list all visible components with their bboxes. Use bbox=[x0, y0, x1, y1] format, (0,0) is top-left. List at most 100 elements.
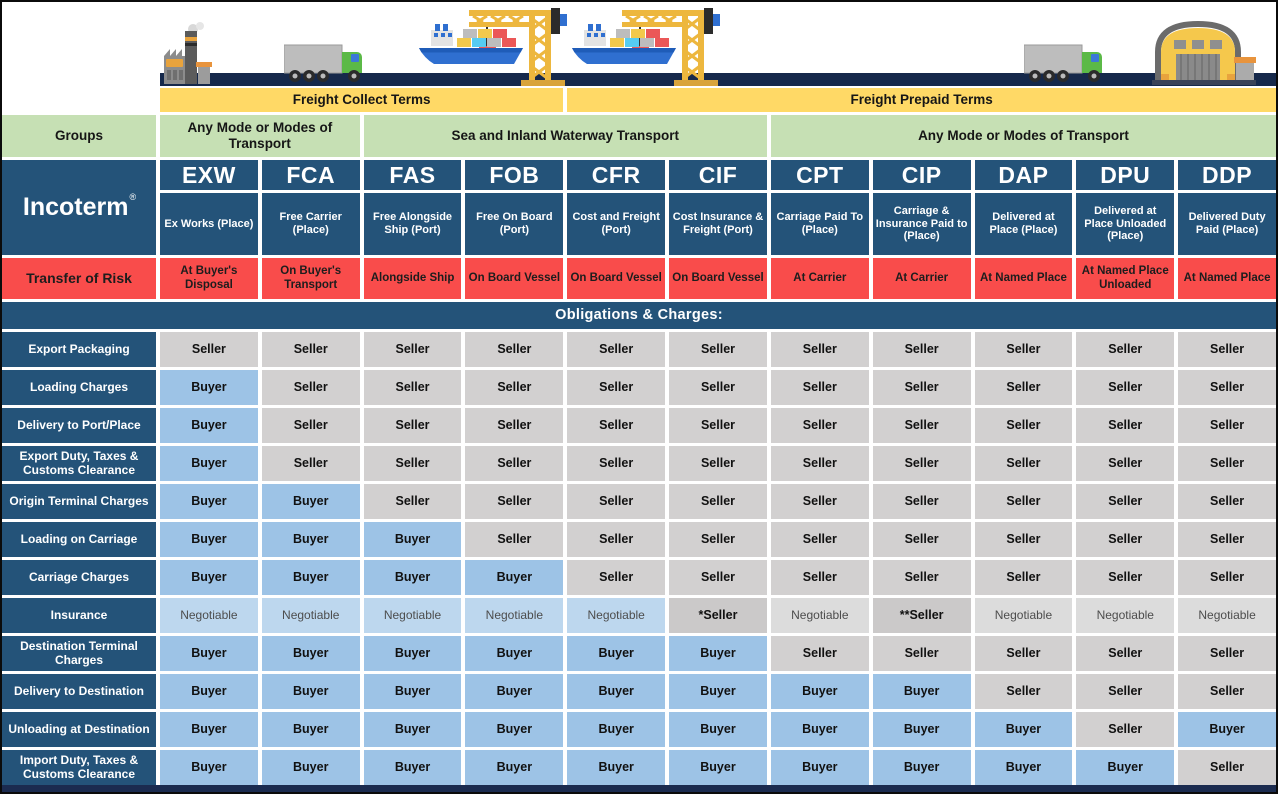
obligation-cell-FCA: Buyer bbox=[261, 560, 360, 595]
incoterm-code-CFR: CFR bbox=[567, 160, 666, 190]
incoterm-code-FCA: FCA bbox=[261, 160, 360, 190]
obligation-cell-DPU: Seller bbox=[1076, 560, 1175, 595]
obligation-cell-FAS: Seller bbox=[363, 446, 462, 481]
obligation-cell-FAS: Seller bbox=[363, 484, 462, 519]
obligation-cell-CIF: *Seller bbox=[669, 598, 767, 633]
obligation-cell-FOB: Buyer bbox=[465, 636, 564, 671]
risk-cell-CIF: On Board Vessel bbox=[669, 258, 767, 299]
obligation-cell-CPT: Seller bbox=[770, 636, 869, 671]
obligation-cell-DPU: Negotiable bbox=[1076, 598, 1175, 633]
cargo-ship-crane-icon bbox=[419, 8, 567, 86]
row-label: Loading Charges bbox=[2, 370, 156, 405]
obligation-cell-EXW: Buyer bbox=[160, 712, 258, 747]
obligation-cell-CFR: Seller bbox=[567, 560, 666, 595]
truck-icon bbox=[1024, 44, 1102, 82]
registered-trademark-icon: ® bbox=[129, 192, 137, 203]
incoterm-code-CPT: CPT bbox=[770, 160, 869, 190]
obligation-cell-CPT: Buyer bbox=[770, 674, 869, 709]
obligation-cell-CIF: Seller bbox=[669, 446, 767, 481]
incoterm-name-FAS: Free Alongside Ship (Port) bbox=[363, 193, 462, 255]
factory-icon bbox=[164, 22, 212, 84]
obligation-cell-DPU: Buyer bbox=[1076, 750, 1175, 785]
obligation-cell-CIP: Buyer bbox=[872, 750, 971, 785]
obligation-cell-DAP: Seller bbox=[974, 636, 1073, 671]
obligation-cell-DAP: Seller bbox=[974, 332, 1073, 367]
obligation-cell-CIP: **Seller bbox=[872, 598, 971, 633]
obligation-cell-EXW: Buyer bbox=[160, 674, 258, 709]
obligation-cell-FCA: Seller bbox=[261, 332, 360, 367]
obligation-cell-FCA: Buyer bbox=[261, 484, 360, 519]
incoterm-name-DPU: Delivered at Place Unloaded (Place) bbox=[1076, 193, 1175, 255]
obligation-cell-EXW: Buyer bbox=[160, 750, 258, 785]
illustration-strip bbox=[2, 2, 1276, 88]
row-label: Export Packaging bbox=[2, 332, 156, 367]
row-label: Unloading at Destination bbox=[2, 712, 156, 747]
obligation-cell-FAS: Buyer bbox=[363, 636, 462, 671]
cargo-ship-crane-icon bbox=[572, 8, 720, 86]
obligation-cell-DPU: Seller bbox=[1076, 446, 1175, 481]
risk-cell-CIP: At Carrier bbox=[872, 258, 971, 299]
obligation-cell-FAS: Seller bbox=[363, 408, 462, 443]
incoterm-name-DAP: Delivered at Place (Place) bbox=[974, 193, 1073, 255]
row-label: Insurance bbox=[2, 598, 156, 633]
incoterm-code-CIP: CIP bbox=[872, 160, 971, 190]
obligation-cell-CIP: Seller bbox=[872, 446, 971, 481]
obligation-cell-DPU: Seller bbox=[1076, 674, 1175, 709]
risk-cell-FAS: Alongside Ship bbox=[363, 258, 462, 299]
risk-cell-FOB: On Board Vessel bbox=[465, 258, 564, 299]
obligation-cell-DDP: Seller bbox=[1178, 332, 1276, 367]
obligation-cell-DAP: Buyer bbox=[974, 712, 1073, 747]
warehouse-icon bbox=[1152, 20, 1256, 85]
obligation-cell-CIP: Seller bbox=[872, 560, 971, 595]
obligation-cell-CPT: Buyer bbox=[770, 712, 869, 747]
obligation-cell-CFR: Seller bbox=[567, 446, 666, 481]
obligation-cell-DAP: Negotiable bbox=[974, 598, 1073, 633]
obligation-cell-FOB: Seller bbox=[465, 408, 564, 443]
row-label: Export Duty, Taxes & Customs Clearance bbox=[2, 446, 156, 481]
obligation-cell-DDP: Seller bbox=[1178, 560, 1276, 595]
obligation-cell-EXW: Buyer bbox=[160, 636, 258, 671]
obligation-cell-CIP: Seller bbox=[872, 332, 971, 367]
obligation-cell-FAS: Seller bbox=[363, 370, 462, 405]
row-label: Destination Terminal Charges bbox=[2, 636, 156, 671]
risk-cell-CPT: At Carrier bbox=[770, 258, 869, 299]
obligation-cell-FCA: Seller bbox=[261, 370, 360, 405]
obligation-cell-FAS: Buyer bbox=[363, 522, 462, 557]
obligation-cell-DPU: Seller bbox=[1076, 522, 1175, 557]
obligation-cell-CFR: Buyer bbox=[567, 750, 666, 785]
obligation-cell-DAP: Seller bbox=[974, 522, 1073, 557]
obligation-cell-CIF: Seller bbox=[669, 484, 767, 519]
truck-icon bbox=[284, 44, 362, 82]
obligation-cell-CFR: Seller bbox=[567, 370, 666, 405]
row-label: Origin Terminal Charges bbox=[2, 484, 156, 519]
obligation-cell-FOB: Seller bbox=[465, 332, 564, 367]
transfer-of-risk-header: Transfer of Risk bbox=[2, 258, 156, 299]
freight-collect-banner: Freight Collect Terms bbox=[160, 88, 564, 112]
incoterm-code-DAP: DAP bbox=[974, 160, 1073, 190]
obligation-cell-DDP: Seller bbox=[1178, 674, 1276, 709]
obligation-cell-DAP: Seller bbox=[974, 446, 1073, 481]
obligation-cell-CIF: Seller bbox=[669, 522, 767, 557]
risk-cell-DAP: At Named Place bbox=[974, 258, 1073, 299]
obligation-cell-CIF: Buyer bbox=[669, 674, 767, 709]
obligation-cell-EXW: Buyer bbox=[160, 370, 258, 405]
obligation-cell-FOB: Seller bbox=[465, 370, 564, 405]
obligation-cell-DDP: Seller bbox=[1178, 446, 1276, 481]
obligation-cell-FCA: Negotiable bbox=[261, 598, 360, 633]
obligation-cell-DAP: Seller bbox=[974, 484, 1073, 519]
incoterm-code-CIF: CIF bbox=[669, 160, 767, 190]
incoterm-code-DDP: DDP bbox=[1178, 160, 1276, 190]
obligation-cell-CPT: Seller bbox=[770, 484, 869, 519]
obligation-cell-CIF: Seller bbox=[669, 408, 767, 443]
incoterm-code-EXW: EXW bbox=[160, 160, 258, 190]
obligation-cell-DDP: Seller bbox=[1178, 636, 1276, 671]
obligation-cell-CFR: Buyer bbox=[567, 712, 666, 747]
risk-cell-DDP: At Named Place bbox=[1178, 258, 1276, 299]
obligation-cell-DAP: Seller bbox=[974, 674, 1073, 709]
obligation-cell-FOB: Seller bbox=[465, 522, 564, 557]
obligation-cell-CIP: Seller bbox=[872, 636, 971, 671]
obligation-cell-DAP: Seller bbox=[974, 560, 1073, 595]
risk-cell-DPU: At Named Place Unloaded bbox=[1076, 258, 1175, 299]
groups-header: Groups bbox=[2, 115, 156, 157]
